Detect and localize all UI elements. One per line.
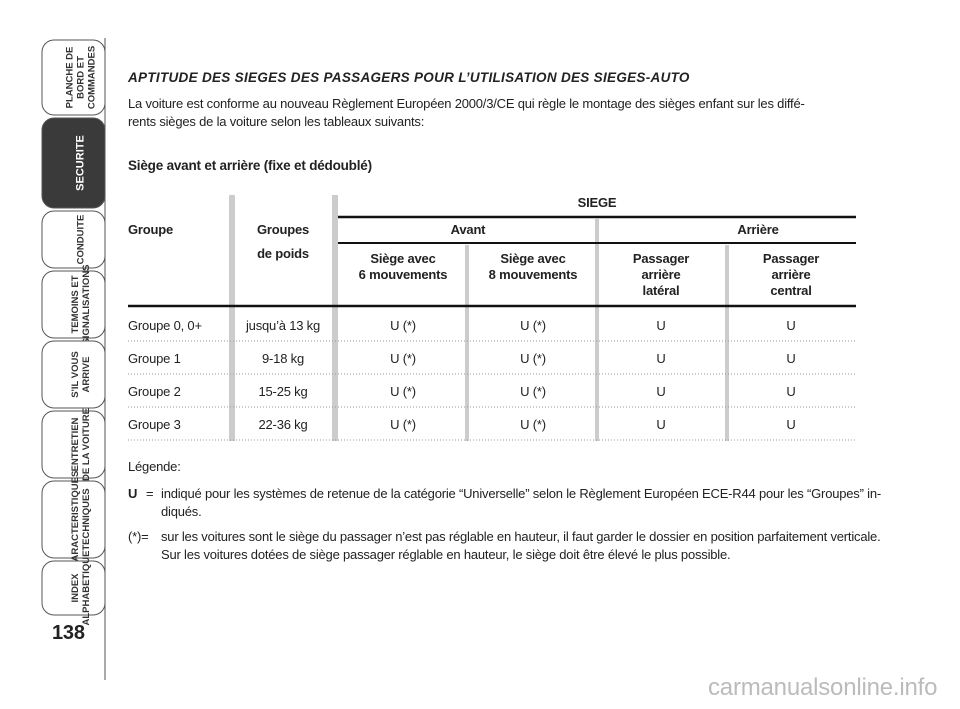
table-cell: U bbox=[786, 351, 796, 366]
sidebar-tab-label: SECURITE bbox=[75, 135, 87, 191]
watermark: carmanualsonline.info bbox=[708, 674, 938, 701]
legend-text: sur les voitures sont le siège du passag… bbox=[161, 529, 881, 544]
sidebar-tab-line: CONDUITE bbox=[76, 215, 87, 265]
table-header: Passager bbox=[762, 251, 820, 266]
legend-text: diqués. bbox=[161, 504, 202, 519]
table-cell: 15-25 kg bbox=[258, 384, 308, 399]
sidebar-tab-line: ENTRETIEN bbox=[70, 417, 81, 471]
sidebar-tab-line: SECURITE bbox=[75, 135, 87, 191]
table-header: 6 mouvements bbox=[358, 267, 448, 282]
table-header: latéral bbox=[642, 283, 680, 298]
table-header: arrière bbox=[641, 267, 681, 282]
sidebar-tab-line: S'IL VOUS bbox=[70, 351, 81, 397]
table-cell: U bbox=[786, 318, 796, 333]
table-cell: U bbox=[656, 351, 666, 366]
column-divider bbox=[725, 245, 729, 441]
sidebar-tab-label: ENTRETIENDE LA VOITURE bbox=[70, 408, 92, 481]
table-header: 8 mouvements bbox=[488, 267, 578, 282]
sidebar-tab bbox=[41, 340, 106, 409]
sidebar-tab-label: CONDUITE bbox=[76, 215, 87, 265]
legend-key: (*)= bbox=[128, 529, 149, 544]
table-header: Passager bbox=[632, 251, 690, 266]
subtitle: Siège avant et arrière (fixe et dédoublé… bbox=[128, 158, 372, 173]
table-header: Groupe bbox=[128, 222, 174, 237]
sidebar-tab-line: TECHNIQUES bbox=[81, 488, 92, 550]
sidebar-tab bbox=[41, 210, 106, 269]
table-header: Avant bbox=[450, 222, 486, 237]
legend-text: indiqué pour les systèmes de retenue de … bbox=[161, 486, 881, 501]
sidebar-tab-line: PLANCHE DE bbox=[65, 47, 76, 109]
table-cell: Groupe 0, 0+ bbox=[128, 318, 202, 333]
table-cell: U (*) bbox=[520, 351, 546, 366]
page-number: 138 bbox=[52, 622, 85, 644]
sidebar-tab-label: PLANCHE DEBORD ETCOMMANDES bbox=[65, 46, 98, 109]
table-header: central bbox=[770, 283, 812, 298]
intro-line: rents sièges de la voiture selon les tab… bbox=[128, 114, 425, 129]
sidebar-tab-line: TEMOINS ET bbox=[70, 275, 81, 333]
table-header: Arrière bbox=[737, 222, 779, 237]
table-header: Siège avec bbox=[370, 251, 436, 266]
table-cell: U (*) bbox=[520, 384, 546, 399]
sidebar-tab bbox=[41, 39, 106, 116]
sidebar-tab-line: DE LA VOITURE bbox=[81, 408, 92, 481]
sidebar-tab-label: S'IL VOUSARRIVE bbox=[70, 351, 92, 397]
sidebar-tab-line: SIGNALISATIONS bbox=[81, 264, 92, 344]
sidebar-tab bbox=[41, 117, 106, 209]
column-divider bbox=[595, 219, 599, 441]
table-cell: 22-36 kg bbox=[258, 417, 308, 432]
sidebar-tab bbox=[41, 410, 106, 479]
table-cell: U (*) bbox=[390, 351, 416, 366]
sidebar-tab-line: CARACTERISTIQUES bbox=[70, 471, 81, 569]
table-header: Groupes bbox=[256, 222, 310, 237]
sidebar-tab bbox=[41, 270, 106, 339]
sidebar-tab-line: INDEX bbox=[70, 573, 81, 603]
table-cell: U bbox=[656, 417, 666, 432]
table-header: de poids bbox=[257, 246, 309, 261]
table-cell: Groupe 3 bbox=[128, 417, 181, 432]
intro-line: La voiture est conforme au nouveau Règle… bbox=[128, 96, 805, 111]
sidebar-tab-label: TEMOINS ETSIGNALISATIONS bbox=[70, 264, 92, 344]
column-divider bbox=[332, 195, 338, 441]
table-header: arrière bbox=[771, 267, 811, 282]
sidebar-tab-label: CARACTERISTIQUESTECHNIQUES bbox=[70, 471, 92, 569]
table-cell: Groupe 2 bbox=[128, 384, 181, 399]
sidebar-tab-label: INDEXALPHABETIQUE bbox=[70, 551, 92, 626]
sidebar-tab-line: COMMANDES bbox=[87, 46, 98, 109]
table-cell: jusqu’à 13 kg bbox=[245, 318, 321, 333]
table-cell: U bbox=[786, 384, 796, 399]
sidebar-tab bbox=[41, 560, 106, 616]
column-divider bbox=[229, 195, 235, 441]
sidebar-tab-line: ARRIVE bbox=[81, 357, 92, 393]
sidebar-tab bbox=[41, 480, 106, 559]
table-cell: U (*) bbox=[390, 318, 416, 333]
table-cell: U (*) bbox=[520, 417, 546, 432]
title: APTITUDE DES SIEGES DES PASSAGERS POUR L… bbox=[128, 70, 690, 85]
table-cell: U (*) bbox=[390, 384, 416, 399]
legend-title: Légende: bbox=[128, 459, 181, 474]
table-cell: U bbox=[786, 417, 796, 432]
legend-key: U bbox=[128, 486, 138, 501]
legend-sep: = bbox=[146, 486, 154, 501]
table-cell: 9-18 kg bbox=[262, 351, 304, 366]
table-header: Siège avec bbox=[500, 251, 566, 266]
table-cell: Groupe 1 bbox=[128, 351, 181, 366]
table-header: SIEGE bbox=[577, 195, 617, 210]
sidebar-tab-line: ALPHABETIQUE bbox=[81, 551, 92, 626]
table-cell: U bbox=[656, 384, 666, 399]
legend-text: Sur les voitures dotées de siège passage… bbox=[161, 547, 731, 562]
table-cell: U (*) bbox=[390, 417, 416, 432]
sidebar-tab-line: BORD ET bbox=[76, 56, 87, 99]
column-divider bbox=[465, 245, 469, 441]
table-cell: U (*) bbox=[520, 318, 546, 333]
table-cell: U bbox=[656, 318, 666, 333]
